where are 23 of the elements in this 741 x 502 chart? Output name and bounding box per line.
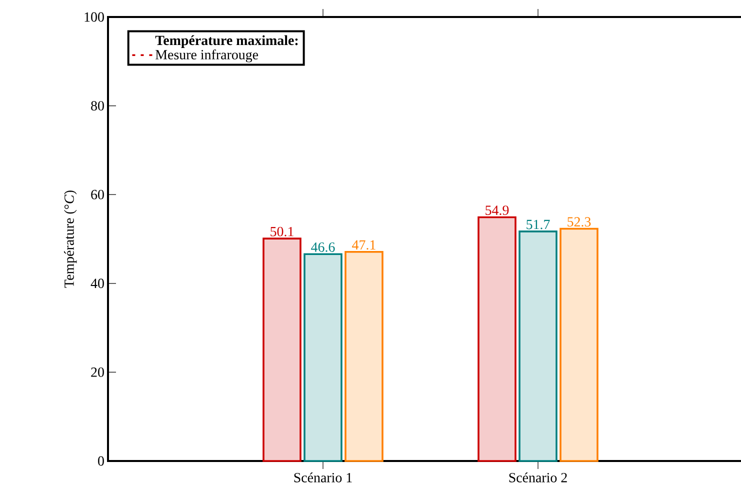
data-label: 52.3 <box>568 217 591 227</box>
y-tick-label: 40 <box>90 278 104 288</box>
bar <box>518 230 558 462</box>
y-tick-label: 60 <box>91 190 104 200</box>
bar <box>560 228 598 462</box>
bar <box>344 250 384 462</box>
legend-label: Mesure infrarouge <box>156 49 258 62</box>
data-label: 51.7 <box>526 220 550 230</box>
legend-title: Température maximale: <box>155 35 298 48</box>
y-tick-label: 100 <box>84 12 104 22</box>
x-tick-label: Scénario 1 <box>294 472 352 482</box>
y-tick-label: 20 <box>91 367 104 377</box>
y-axis-title: Température (°C) <box>64 190 77 288</box>
bar <box>262 238 302 462</box>
data-label: 54.9 <box>486 206 509 216</box>
data-label: 46.6 <box>311 242 335 252</box>
data-label: 47.1 <box>352 240 376 250</box>
y-tick-label: 80 <box>91 101 104 111</box>
y-tick-label: 0 <box>98 456 104 466</box>
bar <box>304 253 342 462</box>
data-label: 50.1 <box>270 226 294 236</box>
bar <box>478 216 516 462</box>
x-tick-label: Scénario 2 <box>509 472 567 482</box>
